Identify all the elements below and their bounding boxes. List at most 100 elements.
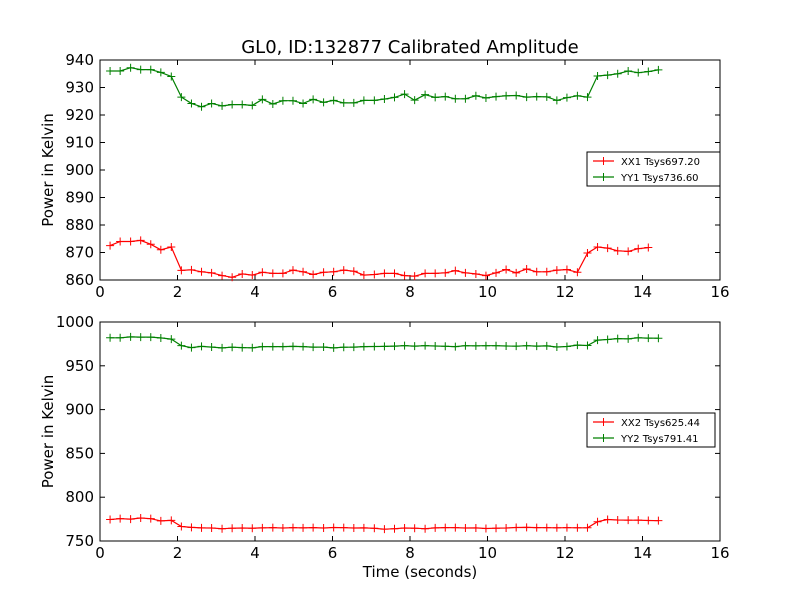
data-point — [218, 524, 227, 533]
data-point — [299, 267, 308, 276]
x-tick-label: 14 — [633, 283, 652, 301]
data-point — [339, 343, 348, 352]
data-point — [299, 342, 308, 351]
data-point — [288, 342, 297, 351]
legend-marker — [599, 418, 608, 426]
data-point — [573, 91, 582, 100]
data-point — [410, 524, 419, 533]
data-point — [624, 334, 633, 343]
data-point — [380, 525, 389, 534]
data-point — [258, 342, 267, 351]
y-tick-label: 910 — [65, 134, 94, 152]
data-point — [532, 267, 541, 276]
data-point — [410, 342, 419, 351]
data-point — [552, 96, 561, 105]
data-point — [390, 342, 399, 351]
y-tick-label: 920 — [65, 106, 94, 124]
data-point — [207, 524, 216, 533]
data-point — [380, 269, 389, 278]
data-point — [177, 522, 186, 531]
data-point — [481, 524, 490, 533]
data-point — [502, 524, 511, 533]
data-point — [268, 342, 277, 351]
data-point — [431, 269, 440, 278]
data-point — [522, 265, 531, 273]
data-point — [512, 342, 521, 351]
data-point — [400, 90, 409, 99]
data-point — [461, 341, 470, 350]
data-point — [634, 244, 643, 253]
data-point — [116, 514, 125, 523]
data-point — [400, 271, 409, 280]
data-point — [644, 67, 653, 76]
y-tick-label: 800 — [65, 488, 94, 506]
data-point — [278, 342, 287, 351]
data-point — [431, 93, 440, 102]
data-point — [624, 516, 633, 525]
data-point — [136, 65, 145, 74]
data-point — [319, 268, 328, 277]
data-point — [532, 342, 541, 351]
data-point — [146, 514, 155, 523]
x-tick-label: 0 — [95, 544, 105, 562]
data-point — [136, 514, 145, 523]
data-point — [177, 341, 186, 350]
data-point — [410, 272, 419, 281]
series-0 — [106, 236, 653, 282]
x-tick-label: 0 — [95, 283, 105, 301]
y-axis-label: Power in Kelvin — [39, 113, 57, 227]
data-point — [288, 96, 297, 105]
x-tick-label: 10 — [478, 544, 497, 562]
y-tick-label: 1000 — [56, 313, 94, 331]
data-point — [502, 265, 511, 274]
data-point — [370, 270, 379, 279]
data-point — [492, 268, 501, 277]
top-plot-panel: 0 2 4 6 8 10 12 14 16 860 870 880 890 900 910 920 930 940… — [39, 51, 730, 301]
data-point — [471, 523, 480, 532]
x-tick-label: 10 — [478, 283, 497, 301]
data-point — [603, 515, 612, 524]
data-point — [288, 266, 297, 275]
chart-title: GL0, ID:132877 Calibrated Amplitude — [241, 37, 579, 58]
data-point — [370, 342, 379, 351]
x-tick-label: 8 — [405, 544, 415, 562]
data-point — [218, 271, 227, 280]
data-point — [177, 266, 186, 275]
data-point — [339, 98, 348, 107]
data-point — [187, 343, 196, 352]
data-point — [390, 269, 399, 278]
data-point — [573, 523, 582, 532]
data-point — [613, 515, 622, 524]
data-point — [562, 342, 571, 351]
data-point — [644, 334, 653, 343]
x-tick-label: 2 — [173, 283, 183, 301]
data-point — [644, 243, 653, 252]
x-tick-label: 8 — [405, 283, 415, 301]
data-point — [299, 99, 308, 108]
data-point — [542, 341, 551, 350]
data-point — [349, 343, 358, 352]
data-point — [228, 100, 237, 109]
data-point — [492, 524, 501, 533]
data-point — [634, 516, 643, 525]
data-point — [167, 72, 176, 81]
data-point — [299, 523, 308, 532]
data-point — [421, 269, 430, 278]
y-tick-label: 850 — [65, 444, 94, 462]
data-point — [441, 523, 450, 532]
y-tick-label: 880 — [65, 216, 94, 234]
y-tick-label: 750 — [65, 532, 94, 550]
data-point — [268, 100, 277, 108]
data-point — [451, 342, 460, 351]
data-point — [552, 523, 561, 532]
x-tick-label: 12 — [555, 544, 574, 562]
data-point — [522, 523, 531, 532]
y-axis-label: Power in Kelvin — [39, 375, 57, 489]
data-point — [136, 236, 145, 245]
data-point — [106, 333, 115, 342]
data-point — [390, 93, 399, 102]
data-point — [512, 91, 521, 100]
data-point — [624, 67, 633, 75]
data-point — [603, 244, 612, 253]
